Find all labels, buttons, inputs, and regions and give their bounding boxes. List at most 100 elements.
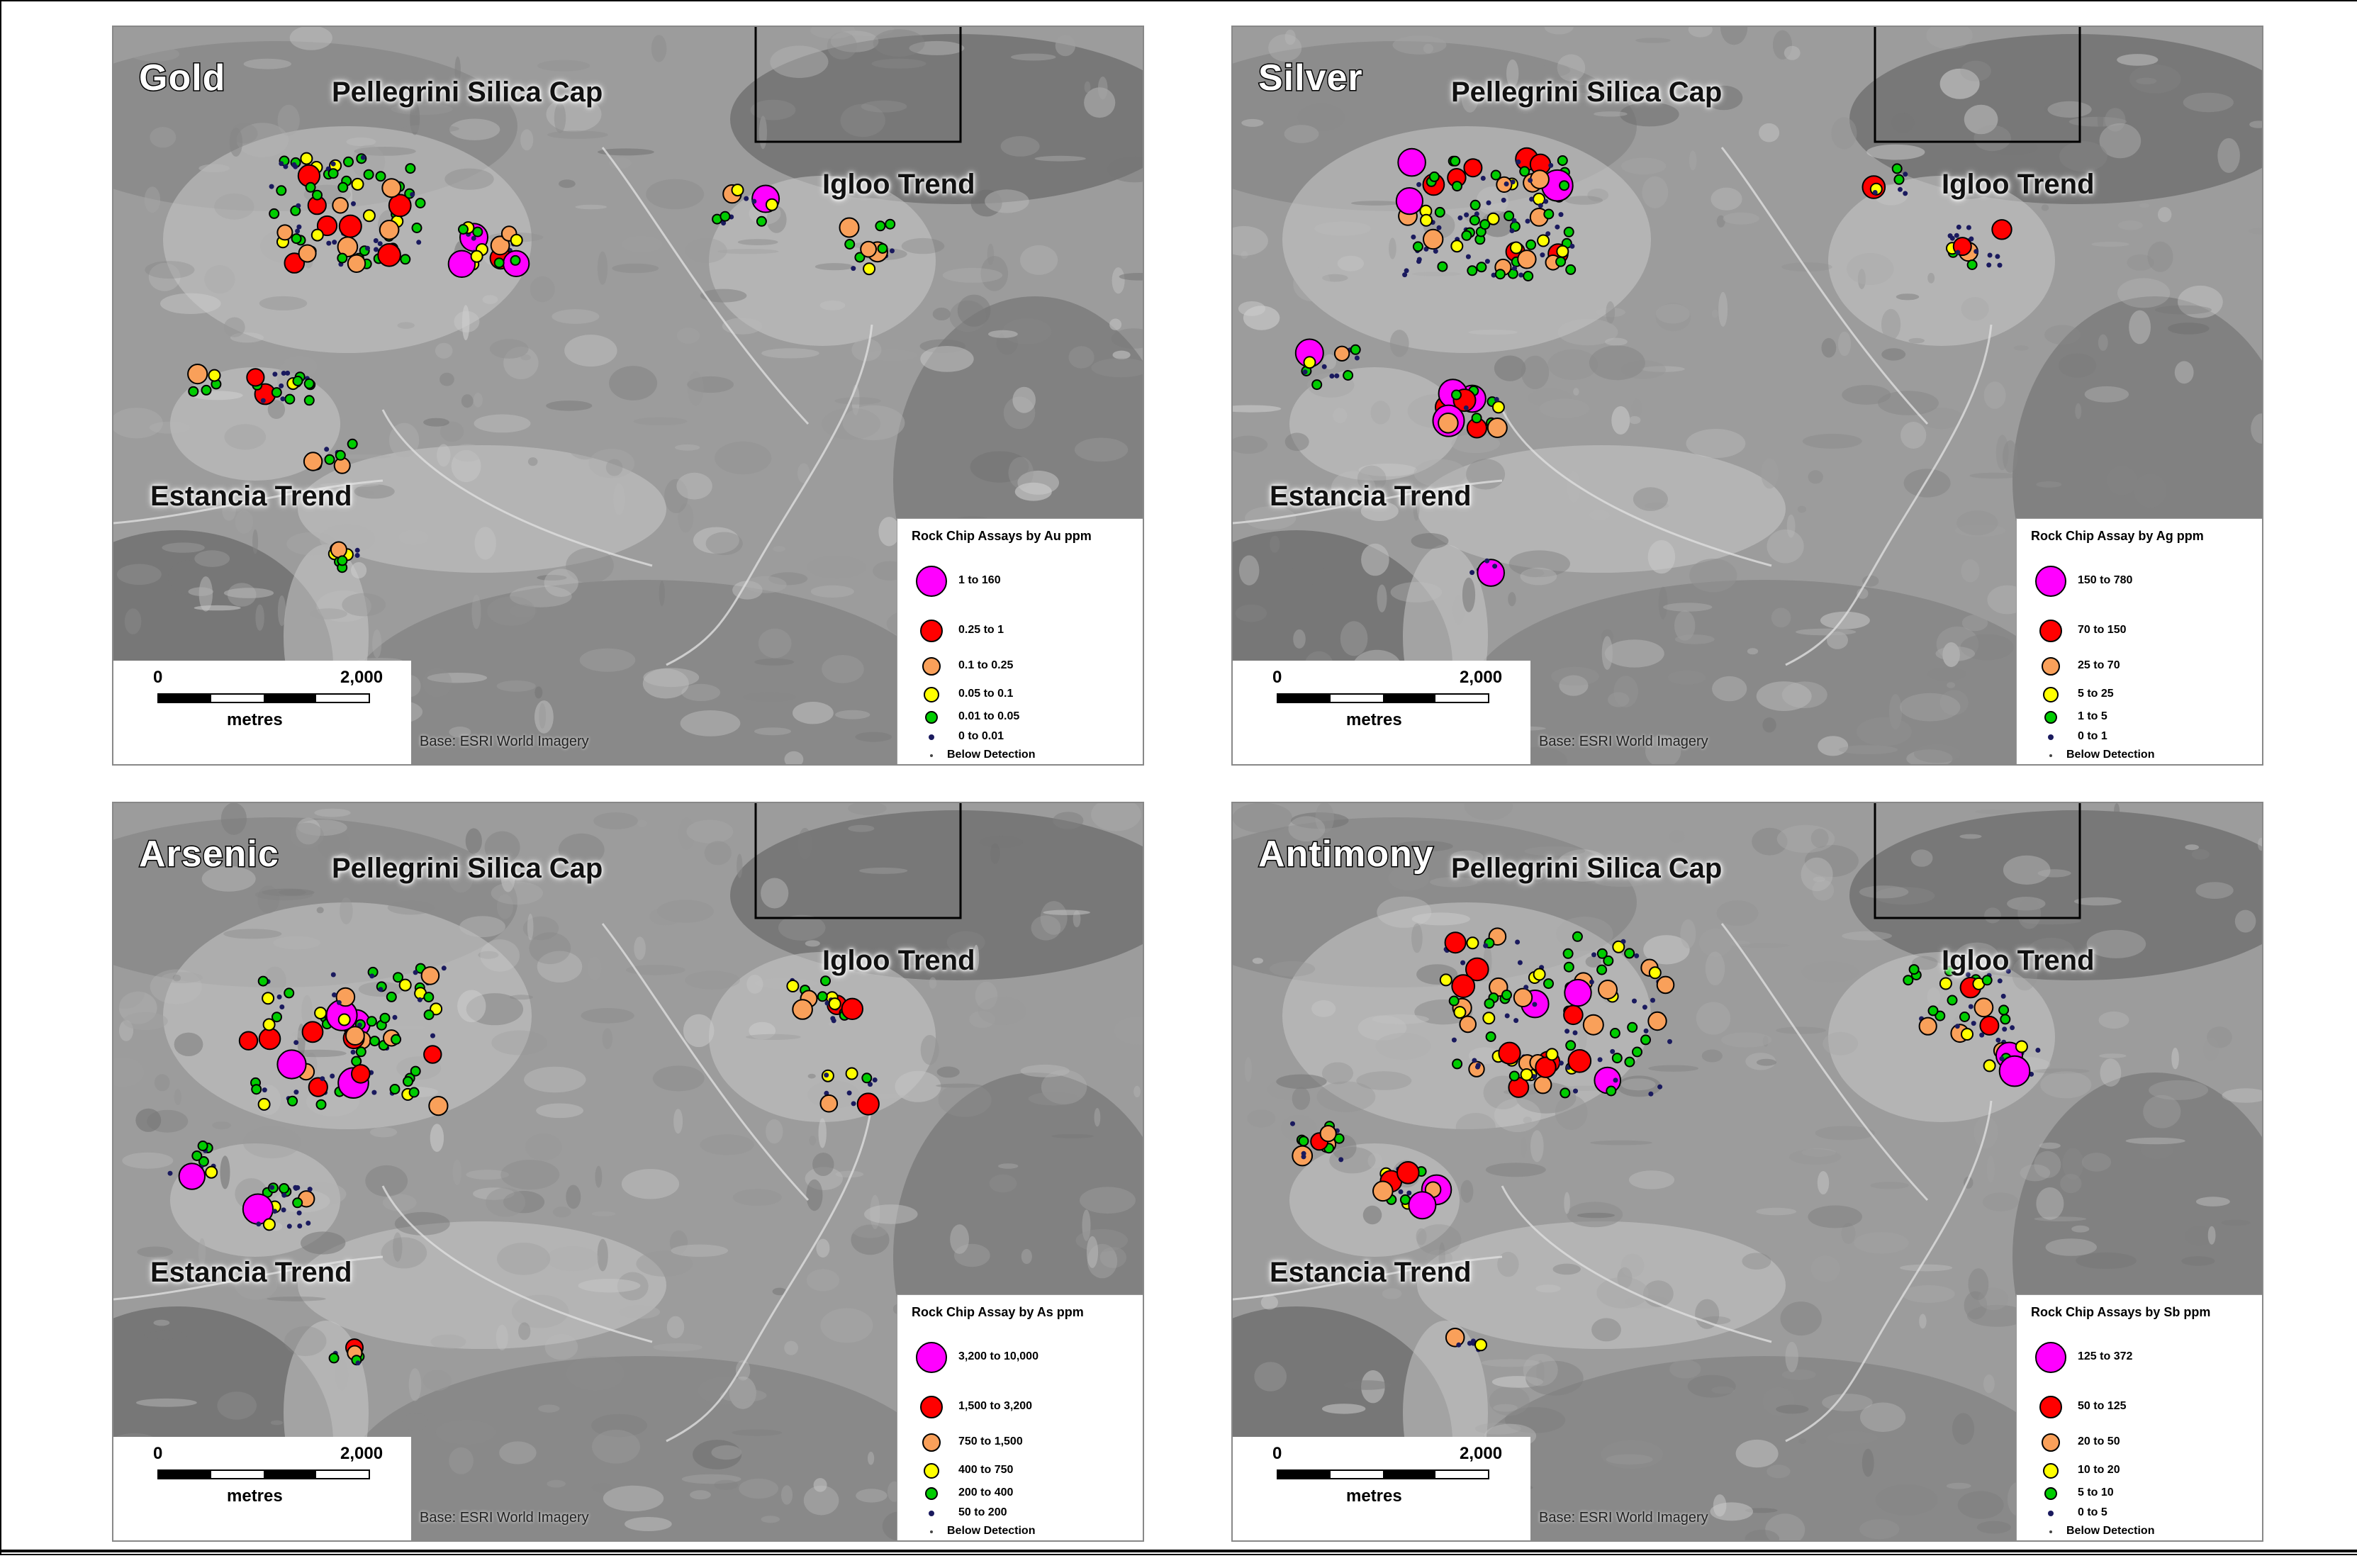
sample-point xyxy=(1981,975,1993,986)
sample-point xyxy=(1611,1053,1623,1064)
sample-point xyxy=(292,376,303,386)
sample-point xyxy=(1465,254,1471,259)
sample-point xyxy=(1476,262,1487,273)
sample-point xyxy=(391,1034,402,1045)
sample-point xyxy=(1467,265,1478,276)
sample-point xyxy=(1311,379,1323,391)
sample-point xyxy=(1469,199,1481,211)
sample-point xyxy=(1333,345,1350,362)
sample-point xyxy=(1477,559,1506,587)
sample-point xyxy=(1998,1004,2010,1016)
sample-point xyxy=(1632,998,1637,1004)
sample-point xyxy=(351,177,364,191)
satellite-basemap xyxy=(1233,803,2262,1540)
sample-point xyxy=(1987,252,1993,258)
sample-point xyxy=(357,1022,362,1028)
sample-point xyxy=(280,396,286,402)
sample-point xyxy=(1501,990,1512,1000)
sample-point xyxy=(1450,155,1461,167)
sample-point xyxy=(1650,997,1655,1003)
sample-point xyxy=(291,233,302,245)
sample-point xyxy=(411,223,422,233)
map-label-igloo: Igloo Trend xyxy=(1942,945,2095,976)
legend-symbol xyxy=(924,1463,939,1479)
sample-point xyxy=(269,1185,275,1190)
sample-point xyxy=(1504,211,1515,222)
sample-point xyxy=(1543,978,1554,990)
sample-point xyxy=(1954,1024,1960,1029)
sample-point xyxy=(310,228,324,242)
sample-point xyxy=(423,1045,442,1064)
sample-point xyxy=(1484,259,1490,264)
sample-point xyxy=(269,184,274,189)
scale-bar xyxy=(157,1469,370,1479)
sample-point xyxy=(300,152,313,165)
sample-point xyxy=(1494,269,1506,280)
legend-label: 0 to 0.01 xyxy=(958,730,1004,742)
scale-unit-label: metres xyxy=(1346,1486,1402,1506)
sample-point xyxy=(2002,1026,2008,1032)
legend-symbol xyxy=(922,657,941,676)
sample-point xyxy=(875,220,886,232)
legend-symbol xyxy=(920,620,943,642)
legend-symbol xyxy=(929,1511,934,1516)
sample-point xyxy=(272,371,278,377)
sample-point xyxy=(292,1197,303,1209)
sample-point xyxy=(1436,225,1442,230)
sample-point xyxy=(1995,254,2000,259)
sample-point xyxy=(1564,1029,1570,1034)
scale-max-label: 2,000 xyxy=(1460,668,1503,687)
sample-point xyxy=(1338,1157,1344,1163)
sample-point xyxy=(312,189,323,201)
sample-point xyxy=(885,218,896,230)
legend-label: Below Detection xyxy=(947,1525,1036,1537)
sample-point xyxy=(854,252,866,263)
sample-point xyxy=(257,975,269,987)
sample-point xyxy=(369,973,375,979)
legend-label: 0 to 5 xyxy=(2078,1506,2107,1518)
sample-point xyxy=(303,378,315,389)
sample-point xyxy=(1643,1028,1649,1034)
legend-label: 3,200 to 10,000 xyxy=(958,1350,1038,1362)
sample-point xyxy=(851,266,856,271)
sample-point xyxy=(872,1077,878,1082)
sample-point xyxy=(188,386,199,397)
sample-point xyxy=(260,398,266,403)
sample-point xyxy=(1484,998,1495,1009)
sample-point xyxy=(293,1040,299,1046)
sample-point xyxy=(1302,369,1308,375)
sample-point xyxy=(354,547,360,553)
legend-label: 1,500 to 3,200 xyxy=(958,1400,1033,1412)
sample-point xyxy=(1457,215,1463,220)
sample-point xyxy=(817,991,828,1002)
sample-point xyxy=(1494,397,1499,402)
map-panel-arsenic: Arsenic Pellegrini Silica Cap Igloo Trend E… xyxy=(112,802,1144,1542)
sample-point xyxy=(337,181,349,193)
sample-point xyxy=(1598,980,1618,999)
sample-point xyxy=(1472,1058,1477,1063)
scale-bar-box: 0 2,000 metres xyxy=(1233,661,1530,764)
sample-point xyxy=(1467,1340,1472,1346)
sample-point xyxy=(820,975,831,987)
sample-point xyxy=(447,250,476,278)
sample-point xyxy=(1451,1037,1457,1043)
sample-point xyxy=(1955,250,1961,255)
sample-point xyxy=(1533,1075,1552,1094)
sample-point xyxy=(831,1018,836,1024)
legend-label: 50 to 200 xyxy=(958,1506,1007,1518)
sample-point xyxy=(279,161,284,167)
legend-symbol xyxy=(925,711,938,724)
sample-point xyxy=(400,254,411,265)
map-label-silica-cap: Pellegrini Silica Cap xyxy=(1451,853,1723,884)
base-credit: Base: ESRI World Imagery xyxy=(1539,734,1708,749)
sample-point xyxy=(246,368,265,387)
sample-point xyxy=(336,999,342,1005)
legend-symbol xyxy=(2043,687,2059,702)
sample-point xyxy=(413,970,418,975)
legend-symbol xyxy=(2044,1487,2057,1500)
sample-point xyxy=(1416,257,1422,262)
legend-symbol xyxy=(2049,1530,2052,1533)
panel-title: Antimony xyxy=(1258,833,1435,876)
sample-point xyxy=(1893,174,1905,185)
